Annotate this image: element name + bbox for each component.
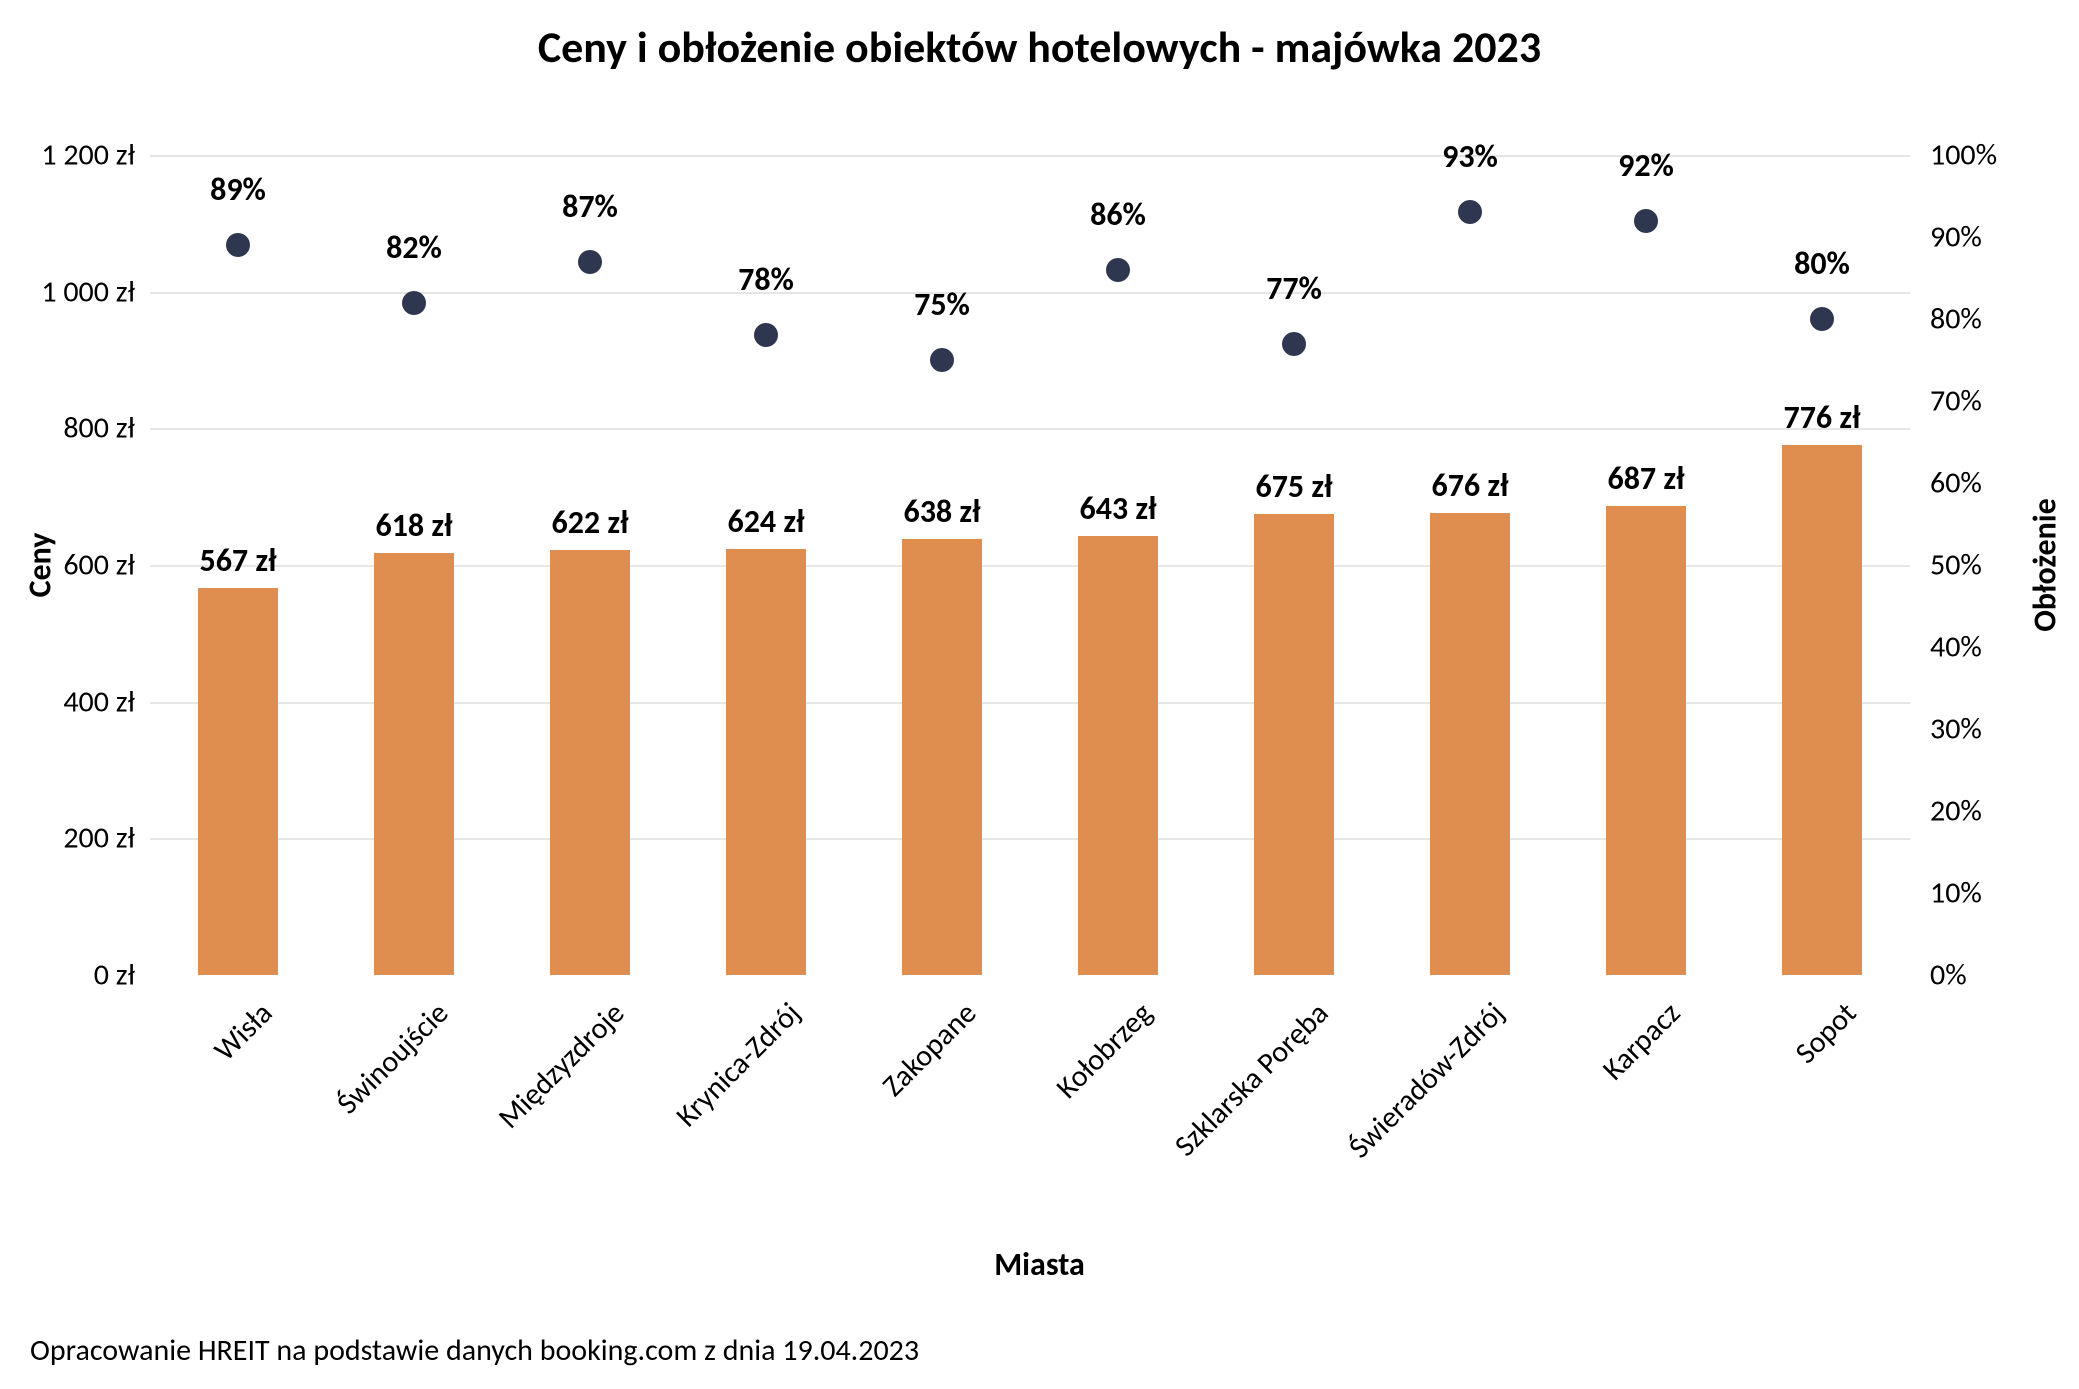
bar <box>1606 506 1685 975</box>
y-left-tick: 1 200 zł <box>41 137 135 174</box>
y-right-tick: 0% <box>1930 957 1967 994</box>
occupancy-dot <box>1106 258 1130 282</box>
y-left-tick: 400 zł <box>63 683 135 720</box>
y-right-tick: 60% <box>1930 465 1982 502</box>
y-left-tick: 200 zł <box>63 820 135 857</box>
bar <box>902 539 981 975</box>
bar-value-label: 687 zł <box>1607 459 1684 498</box>
chart-container: Ceny i obłożenie obiektów hotelowych - m… <box>0 0 2079 1389</box>
bar-value-label: 624 zł <box>727 502 804 541</box>
source-text: Opracowanie HREIT na podstawie danych bo… <box>30 1332 919 1369</box>
y-left-tick: 1 000 zł <box>41 273 135 310</box>
occupancy-dot <box>930 348 954 372</box>
y-right-tick: 30% <box>1930 711 1982 748</box>
occupancy-value-label: 77% <box>1266 269 1322 308</box>
bar-value-label: 675 zł <box>1255 467 1332 506</box>
occupancy-dot <box>1634 209 1658 233</box>
bar-value-label: 676 zł <box>1431 466 1508 505</box>
occupancy-dot <box>226 233 250 257</box>
occupancy-value-label: 89% <box>210 170 266 209</box>
y-right-tick: 20% <box>1930 793 1982 830</box>
y-left-tick: 0 zł <box>94 957 135 994</box>
y-left-tick: 800 zł <box>63 410 135 447</box>
y-right-tick: 10% <box>1930 875 1982 912</box>
y-right-tick: 50% <box>1930 547 1982 584</box>
bar <box>726 549 805 975</box>
occupancy-dot <box>754 323 778 347</box>
bar-value-label: 622 zł <box>551 503 628 542</box>
y-axis-right-label: Obłożenie <box>2026 498 2065 632</box>
y-right-tick: 80% <box>1930 301 1982 338</box>
occupancy-value-label: 82% <box>386 228 442 267</box>
y-right-tick: 90% <box>1930 219 1982 256</box>
occupancy-value-label: 87% <box>562 187 618 226</box>
occupancy-value-label: 86% <box>1090 195 1146 234</box>
y-left-tick: 600 zł <box>63 547 135 584</box>
occupancy-value-label: 78% <box>738 260 794 299</box>
occupancy-value-label: 93% <box>1442 137 1498 176</box>
bar <box>550 550 629 975</box>
bar <box>1254 514 1333 975</box>
bar-value-label: 618 zł <box>375 506 452 545</box>
y-axis-left-label: Ceny <box>21 533 60 598</box>
y-right-tick: 70% <box>1930 383 1982 420</box>
y-right-tick: 100% <box>1930 137 1997 174</box>
bar <box>1078 536 1157 975</box>
plot-area: 567 zł 89% 618 zł 82% 622 zł 87% 624 zł 78% 638 … <box>150 155 1910 975</box>
bar-value-label: 638 zł <box>903 492 980 531</box>
occupancy-dot <box>1282 332 1306 356</box>
occupancy-value-label: 80% <box>1794 244 1850 283</box>
bar <box>374 553 453 975</box>
bar-value-label: 567 zł <box>199 541 276 580</box>
occupancy-value-label: 75% <box>914 285 970 324</box>
bar <box>1430 513 1509 975</box>
grid-line <box>150 428 1910 430</box>
bar-value-label: 776 zł <box>1783 398 1860 437</box>
occupancy-dot <box>1810 307 1834 331</box>
chart-title: Ceny i obłożenie obiektów hotelowych - m… <box>0 20 2079 74</box>
y-right-tick: 40% <box>1930 629 1982 666</box>
occupancy-dot <box>402 291 426 315</box>
bar-value-label: 643 zł <box>1079 489 1156 528</box>
bar <box>1782 445 1861 975</box>
occupancy-dot <box>578 250 602 274</box>
x-axis-title: Miasta <box>0 1245 2079 1284</box>
occupancy-value-label: 92% <box>1618 146 1674 185</box>
occupancy-dot <box>1458 200 1482 224</box>
bar <box>198 588 277 975</box>
